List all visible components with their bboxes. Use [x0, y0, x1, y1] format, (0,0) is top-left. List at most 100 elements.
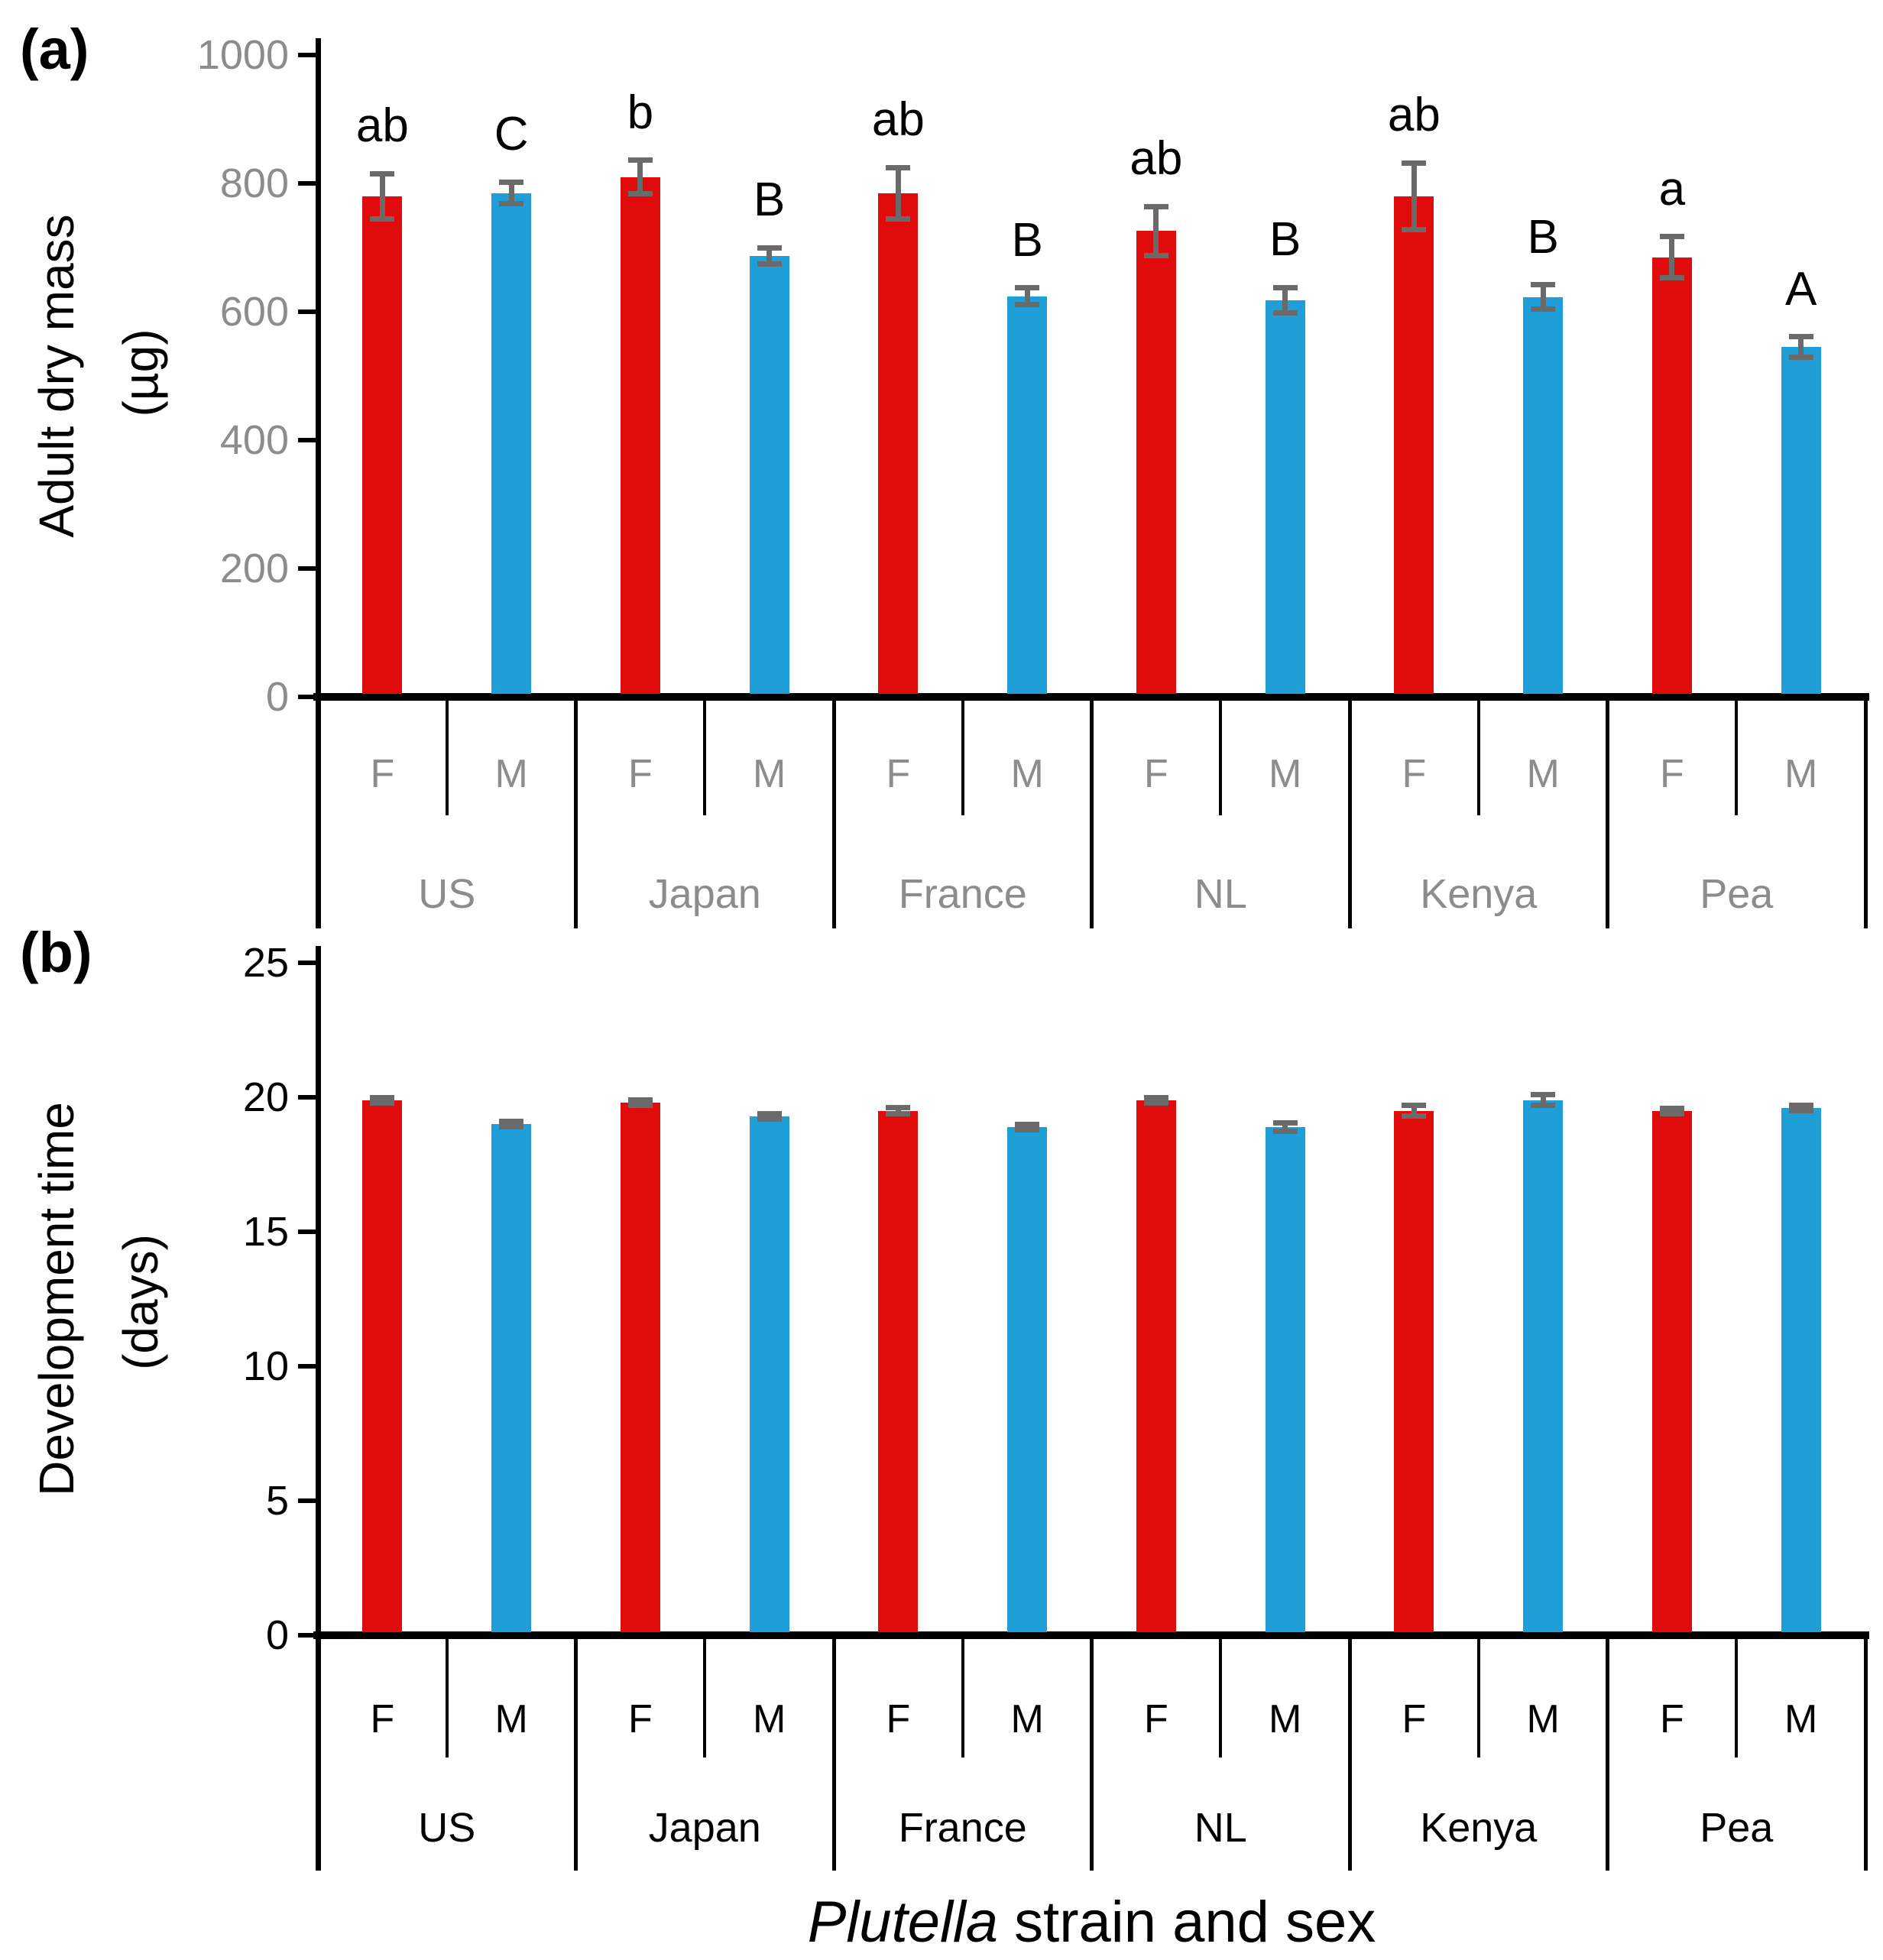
sex-separator	[1735, 700, 1739, 815]
error-bar-cap-top	[1531, 282, 1556, 288]
panel-a-x-axis	[313, 693, 1869, 701]
error-bar-stem	[1669, 1108, 1675, 1114]
bar-kenya-m	[1523, 296, 1564, 694]
sex-label-pea-m: M	[1784, 752, 1818, 796]
panel-a-y-tick-label: 1000	[196, 32, 289, 78]
sex-label-pea-f: F	[1659, 1697, 1684, 1741]
sex-separator	[445, 1638, 449, 1758]
panel-b-y-tick	[298, 1498, 318, 1503]
panel-a-y-tick-label: 800	[219, 160, 289, 206]
error-bar-stem	[637, 1100, 643, 1106]
sex-label-us-f: F	[370, 1697, 395, 1741]
error-bar-cap-bottom	[1272, 310, 1298, 316]
bar-pea-f	[1651, 257, 1692, 694]
bar-japan-f	[620, 177, 660, 694]
error-bar-cap-top	[1659, 234, 1684, 240]
error-bar-cap-top	[757, 1110, 782, 1116]
group-separator	[574, 1638, 578, 1871]
panel-b-y-tick	[298, 1095, 318, 1100]
error-bar-cap-top	[757, 245, 782, 251]
group-separator	[1090, 700, 1094, 928]
x-axis-title-genus: Plutella	[807, 1890, 998, 1955]
sig-letter-pea-m: A	[1784, 262, 1817, 316]
error-bar-stem	[1024, 287, 1030, 305]
bar-nl-f	[1136, 231, 1176, 694]
sex-label-kenya-m: M	[1526, 752, 1560, 796]
sex-label-nl-f: F	[1143, 752, 1168, 796]
bar-japan-f	[620, 1103, 660, 1632]
group-separator	[831, 1638, 836, 1871]
bar-pea-f	[1651, 1110, 1692, 1632]
sex-label-japan-m: M	[752, 1697, 786, 1741]
strain-label-us: US	[418, 1805, 476, 1851]
sig-letter-us-m: C	[494, 108, 529, 161]
bar-us-m	[491, 193, 532, 694]
error-bar-cap-bottom	[499, 1124, 524, 1130]
error-bar-stem	[895, 167, 901, 219]
bar-pea-m	[1781, 1108, 1821, 1632]
group-separator	[1863, 1638, 1868, 1871]
panel-a-y-tick-label: 0	[265, 674, 289, 720]
panel-b-y-tick-label: 15	[242, 1209, 289, 1255]
panel-a-y-axis	[316, 38, 321, 928]
sig-letter-kenya-m: B	[1527, 210, 1559, 264]
bar-france-f	[878, 193, 919, 694]
sex-separator	[961, 700, 964, 815]
sex-separator	[703, 700, 707, 815]
error-bar-cap-bottom	[370, 215, 395, 222]
sig-letter-france-m: B	[1011, 213, 1043, 267]
error-bar-stem	[1411, 163, 1417, 230]
sex-label-nl-f: F	[1143, 1697, 1168, 1741]
error-bar-cap-top	[1143, 1094, 1168, 1100]
sex-label-france-f: F	[886, 1697, 911, 1741]
error-bar-cap-top	[1788, 334, 1813, 340]
sex-label-us-m: M	[494, 1697, 528, 1741]
bar-kenya-m	[1523, 1100, 1564, 1632]
error-bar-stem	[508, 1121, 514, 1127]
sig-letter-japan-f: b	[627, 86, 654, 139]
panel-a-y-tick-label: 600	[219, 289, 289, 335]
sig-letter-nl-f: ab	[1129, 132, 1183, 186]
panel-b-y-tick-label: 20	[242, 1074, 289, 1120]
strain-label-pea: Pea	[1700, 871, 1774, 917]
bar-nl-f	[1136, 1100, 1176, 1632]
error-bar-cap-bottom	[1272, 1128, 1298, 1134]
strain-label-nl: NL	[1194, 1805, 1247, 1851]
error-bar-cap-bottom	[1402, 226, 1427, 232]
bar-pea-m	[1781, 347, 1821, 694]
sex-label-kenya-f: F	[1402, 1697, 1427, 1741]
bar-nl-m	[1265, 1126, 1305, 1632]
bar-france-f	[878, 1110, 919, 1632]
error-bar-cap-top	[1402, 1103, 1427, 1109]
sex-separator	[1476, 1638, 1480, 1758]
sex-separator	[445, 700, 449, 815]
bar-france-m	[1007, 1126, 1048, 1632]
error-bar-stem	[1798, 1105, 1804, 1111]
error-bar-cap-bottom	[757, 1116, 782, 1122]
error-bar-stem	[766, 1113, 773, 1119]
group-separator	[1347, 700, 1352, 928]
error-bar-cap-top	[1272, 284, 1298, 290]
panel-b-y-tick	[298, 961, 318, 965]
error-bar-cap-bottom	[1788, 355, 1813, 361]
error-bar-cap-bottom	[757, 261, 782, 267]
error-bar-cap-top	[370, 170, 395, 177]
error-bar-stem	[1024, 1124, 1030, 1130]
x-axis-title: Plutella strain and sex	[318, 1894, 1865, 1952]
sex-separator	[703, 1638, 707, 1758]
sex-label-us-f: F	[370, 752, 395, 796]
strain-label-france: France	[898, 871, 1027, 917]
bar-us-f	[362, 1100, 403, 1632]
group-separator	[1090, 1638, 1094, 1871]
error-bar-cap-top	[1015, 285, 1040, 291]
error-bar-cap-top	[1015, 1121, 1040, 1127]
panel-b-y-tick-label: 25	[242, 940, 289, 986]
strain-label-kenya: Kenya	[1420, 871, 1538, 917]
error-bar-cap-top	[1402, 160, 1427, 166]
bar-us-f	[362, 196, 403, 694]
bar-nl-m	[1265, 300, 1305, 694]
group-separator	[1347, 1638, 1352, 1871]
error-bar-stem	[379, 1097, 385, 1103]
error-bar-cap-top	[1143, 203, 1168, 209]
